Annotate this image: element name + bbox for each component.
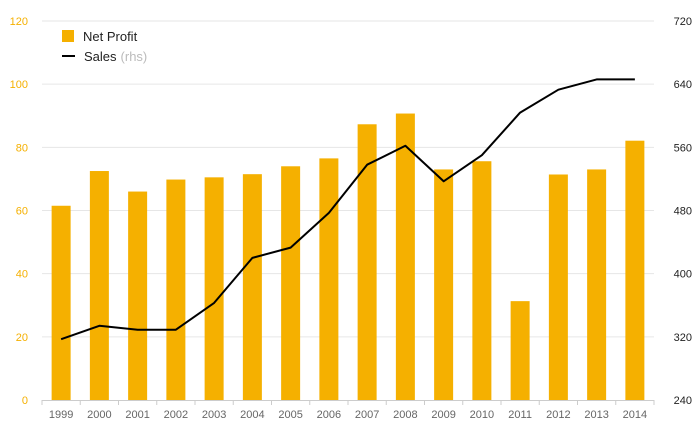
x-tick-label: 2005 xyxy=(278,409,302,421)
x-tick-label: 2006 xyxy=(317,409,341,421)
bar-net-profit xyxy=(204,177,224,400)
bar-net-profit xyxy=(395,113,415,400)
x-tick-label: 2003 xyxy=(202,409,226,421)
y-left-tick-label: 80 xyxy=(16,142,28,154)
y-right-tick-label: 320 xyxy=(674,332,692,344)
sales-line-layer xyxy=(60,78,635,341)
legend-item-sales: Sales (rhs) xyxy=(62,46,147,66)
bar-net-profit xyxy=(319,158,339,400)
y-right-tick-label: 480 xyxy=(674,206,692,218)
bar-net-profit xyxy=(89,171,109,400)
net-profit-bars xyxy=(51,113,645,400)
y-left-tick-label: 40 xyxy=(16,269,28,281)
legend-swatch-net-profit xyxy=(62,30,74,42)
y-right-tick-label: 400 xyxy=(674,269,692,281)
x-tick-label: 2007 xyxy=(355,409,379,421)
legend-label-net-profit: Net Profit xyxy=(83,28,138,44)
x-tick-label: 2009 xyxy=(431,409,455,421)
x-tick-label: 2013 xyxy=(584,409,608,421)
bar-net-profit xyxy=(166,179,186,400)
x-tick-label: 2014 xyxy=(623,409,647,421)
y-right-tick-label: 720 xyxy=(674,16,692,28)
axes: 0 20 40 60 80 100 120 240 320 400 480 560 640 720 1999… xyxy=(10,16,692,421)
y-left-tick-label: 20 xyxy=(16,332,28,344)
y-right-tick-label: 560 xyxy=(674,142,692,154)
bar-net-profit xyxy=(510,301,530,400)
y-left-tick-label: 60 xyxy=(16,206,28,218)
x-tick-label: 2012 xyxy=(546,409,570,421)
legend-rhs-note: (rhs) xyxy=(120,48,148,64)
bar-net-profit xyxy=(128,191,148,400)
x-tick-label: 2000 xyxy=(87,409,111,421)
bar-net-profit xyxy=(625,140,645,400)
bar-net-profit xyxy=(587,169,607,400)
bar-net-profit xyxy=(357,124,377,400)
bar-net-profit xyxy=(281,166,301,400)
x-tick-label: 2010 xyxy=(470,409,494,421)
legend-label-sales: Sales xyxy=(84,48,117,64)
bar-net-profit xyxy=(242,174,262,400)
y-left-tick-label: 0 xyxy=(22,395,28,407)
bar-net-profit xyxy=(548,174,568,400)
legend-item-net-profit: Net Profit xyxy=(62,26,147,46)
bar-net-profit xyxy=(472,161,492,400)
y-right-tick-label: 640 xyxy=(674,79,692,91)
y-left-tick-label: 120 xyxy=(10,16,28,28)
x-tick-label: 2001 xyxy=(125,409,149,421)
legend: Net Profit Sales (rhs) xyxy=(62,26,147,66)
x-tick-label: 2008 xyxy=(393,409,417,421)
bar-net-profit xyxy=(51,205,71,400)
x-tick-label: 2011 xyxy=(508,409,532,421)
x-tick-label: 2004 xyxy=(240,409,264,421)
x-tick-label: 1999 xyxy=(49,409,73,421)
legend-swatch-sales xyxy=(62,55,75,57)
x-tick-label: 2002 xyxy=(164,409,188,421)
sales-line xyxy=(60,78,635,341)
y-left-tick-label: 100 xyxy=(10,79,28,91)
y-right-tick-label: 240 xyxy=(674,395,692,407)
bar-net-profit xyxy=(434,169,454,400)
